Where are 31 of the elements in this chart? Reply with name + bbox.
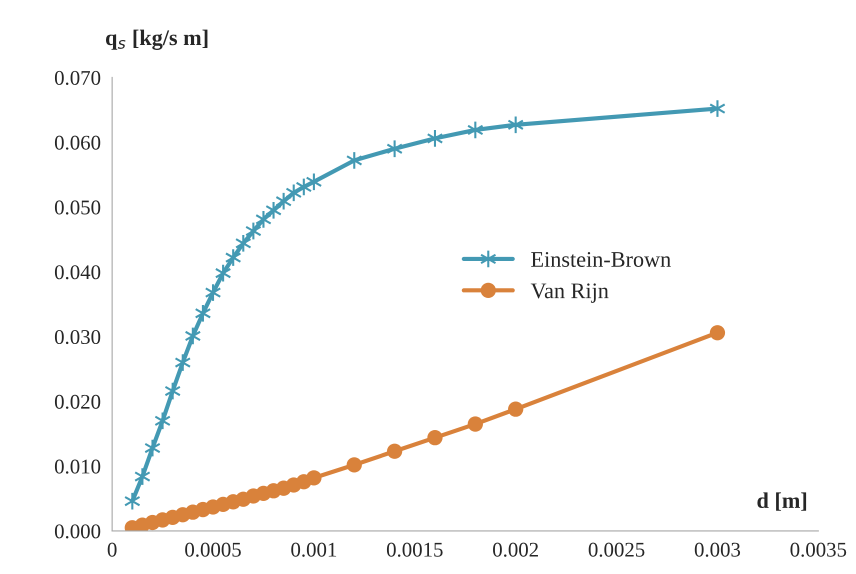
point [306,470,322,486]
x-tick-label: 0.0015 [386,542,443,557]
y-tick-label: 0.010 [54,460,100,474]
x-tick-label: 0.002 [493,542,538,557]
x-tick-label: 0.001 [291,542,336,557]
point [346,151,363,170]
x-axis-title: d [m] [757,492,806,511]
point [346,457,362,473]
point [235,234,252,253]
point [710,325,726,340]
y-tick-label: 0.040 [54,265,100,280]
legend-label: Einstein-Brown [531,252,671,267]
y-axis-title: q$_{s}$ [kg/s m] [106,30,208,50]
y-tick-label: 0.070 [54,70,100,86]
y-tick-label: 0.050 [54,200,100,215]
y-tick-label: 0.060 [54,136,100,150]
point [386,444,402,459]
legend-label: Van Rijn [530,283,609,303]
point [174,353,192,372]
point [134,467,151,486]
y-tick-label: 0.020 [54,394,100,409]
y-tick-label: 0.030 [54,330,100,344]
y-tick-label: 0.000 [54,524,100,538]
x-tick-label: 0.0025 [588,542,644,557]
point [508,402,524,417]
point [427,430,443,446]
point [468,416,483,432]
x-tick-label: 0.0035 [790,542,846,557]
x-tick-label: 0.003 [694,542,740,557]
x-tick-label: 0 [108,542,117,557]
x-tick-label: 0.0005 [185,542,241,557]
